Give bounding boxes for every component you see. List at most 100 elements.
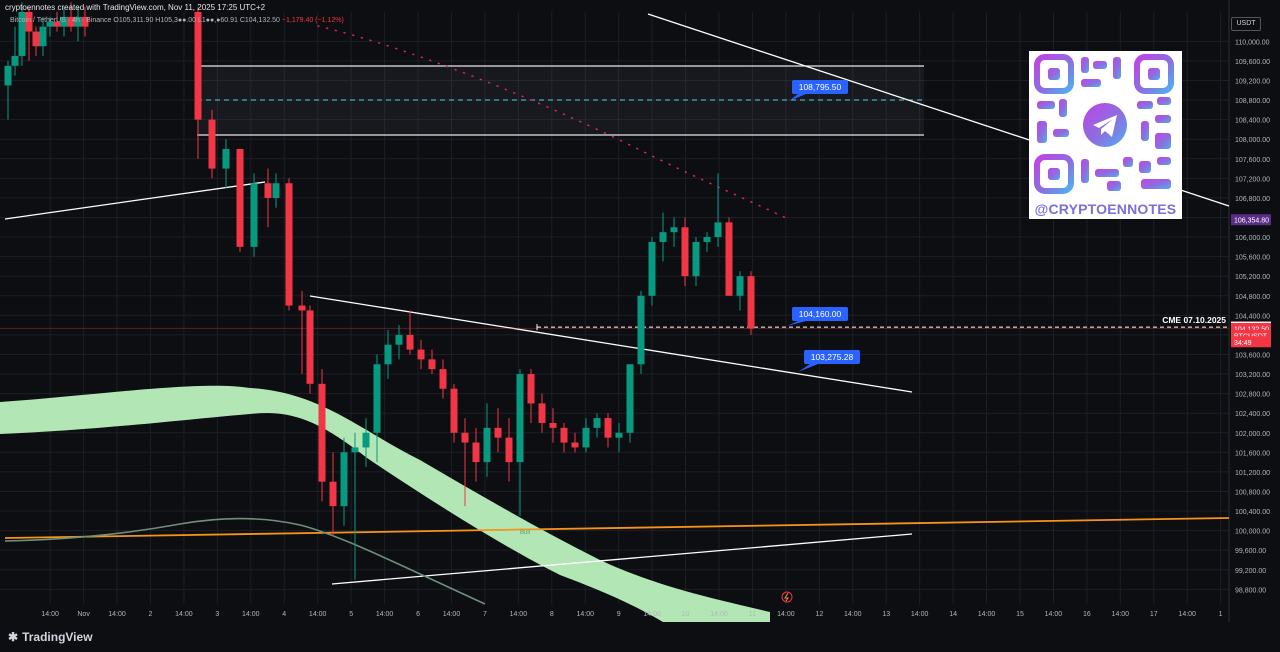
candle[interactable] <box>725 217 733 296</box>
candle-body <box>725 222 733 296</box>
candle[interactable] <box>472 427 480 482</box>
candle[interactable] <box>714 173 722 247</box>
candle-body <box>736 276 744 296</box>
candle[interactable] <box>264 168 272 228</box>
price-badge-box <box>1231 214 1271 226</box>
candle-body <box>32 31 40 47</box>
time-tick-label: 13 <box>882 611 890 618</box>
candle[interactable] <box>637 290 645 375</box>
candle[interactable] <box>18 2 26 66</box>
candle-body <box>549 422 557 428</box>
candle[interactable] <box>549 408 557 443</box>
tradingview-brand[interactable]: ✱ TradingView <box>8 630 93 644</box>
candle[interactable] <box>351 432 359 580</box>
price-tick-label: 107,600.00 <box>1235 157 1270 164</box>
candle[interactable] <box>318 369 326 502</box>
candle[interactable] <box>11 26 19 76</box>
candle[interactable] <box>329 452 337 536</box>
candle[interactable] <box>560 422 568 453</box>
candle[interactable] <box>615 422 623 453</box>
candle[interactable] <box>736 271 744 311</box>
candle[interactable] <box>670 217 678 247</box>
candle[interactable] <box>340 437 348 526</box>
price-badge-label: 106,354.80 <box>1234 218 1269 225</box>
candle[interactable] <box>39 16 47 57</box>
candle[interactable] <box>516 369 524 516</box>
candle[interactable] <box>626 364 634 443</box>
label-108795[interactable]: 108,795.50 <box>789 80 848 101</box>
candle[interactable] <box>208 109 216 179</box>
label-103275[interactable]: 103,275.28 <box>798 350 860 372</box>
candle[interactable] <box>571 432 579 453</box>
price-tick-label: 108,400.00 <box>1235 118 1270 125</box>
candle[interactable] <box>222 139 230 189</box>
candle[interactable] <box>53 12 61 32</box>
candle[interactable] <box>527 369 535 423</box>
candle[interactable] <box>593 413 601 438</box>
candle[interactable] <box>703 232 711 252</box>
time-tick-label: 14:00 <box>576 611 594 618</box>
price-tick-label: 101,600.00 <box>1235 450 1270 457</box>
candle[interactable] <box>461 418 469 507</box>
candle[interactable] <box>483 403 491 477</box>
label-103275-pointer <box>798 364 818 372</box>
footer-bar: ✱ TradingView <box>0 622 1280 652</box>
price-axis[interactable]: 110,000.00 109,600.00 109,200.00 108,800.00… <box>1231 39 1271 594</box>
time-axis[interactable]: 14:00 Nov 14:00 2 14:00 3 14:00 4 14:00 5 14:00 6 14… <box>41 611 1222 618</box>
candles[interactable] <box>4 2 755 580</box>
trend-line-left <box>4 181 266 220</box>
cme-gap-label: CME 07.10.2025 <box>1162 315 1226 325</box>
candle[interactable] <box>46 16 54 37</box>
label-104160[interactable]: 104,160.00 <box>787 307 848 326</box>
candle[interactable] <box>747 271 755 335</box>
candle[interactable] <box>74 7 82 42</box>
time-tick-label: 14:00 <box>443 611 461 618</box>
candle[interactable] <box>60 7 68 37</box>
time-tick-label: 14:00 <box>510 611 528 618</box>
candle[interactable] <box>681 217 689 286</box>
candle[interactable] <box>81 7 89 37</box>
candle[interactable] <box>538 393 546 433</box>
ascending-support-line <box>331 533 913 585</box>
candle[interactable] <box>236 148 244 252</box>
candle-body <box>318 383 326 482</box>
candle[interactable] <box>494 408 502 453</box>
candle[interactable] <box>194 7 202 159</box>
candle[interactable] <box>604 413 612 448</box>
candle[interactable] <box>285 178 293 311</box>
candle[interactable] <box>648 237 656 306</box>
candle[interactable] <box>67 2 75 32</box>
price-tick-label: 102,800.00 <box>1235 392 1270 399</box>
lightning-marker[interactable] <box>781 591 793 603</box>
candle[interactable] <box>4 60 12 120</box>
qr-code-watermark: @CRYPTOENNOTES <box>1029 51 1182 219</box>
time-tick-label: 8 <box>550 611 554 618</box>
candle[interactable] <box>406 310 414 355</box>
candle[interactable] <box>659 212 667 262</box>
price-badge-box <box>1231 336 1271 348</box>
candle[interactable] <box>395 325 403 360</box>
candle[interactable] <box>428 349 436 375</box>
candle[interactable] <box>362 418 370 468</box>
candle[interactable] <box>373 354 381 463</box>
candle[interactable] <box>306 305 314 394</box>
currency-badge[interactable]: USDT <box>1231 17 1261 31</box>
candle-body <box>461 432 469 443</box>
candle-body <box>714 222 722 238</box>
candle-body <box>406 334 414 350</box>
candle[interactable] <box>32 26 40 57</box>
candle[interactable] <box>582 418 590 453</box>
candle[interactable] <box>250 173 258 257</box>
brand-name: TradingView <box>22 630 93 644</box>
candle[interactable] <box>384 330 392 379</box>
candle[interactable] <box>417 339 425 370</box>
candle[interactable] <box>439 359 447 399</box>
candle-body <box>39 26 47 47</box>
symbol-legend[interactable]: Bitcoin / TetherUS · 4h · Binance O105,3… <box>10 17 344 24</box>
candle[interactable] <box>692 237 700 286</box>
candle[interactable] <box>505 418 513 482</box>
candle[interactable] <box>272 173 280 208</box>
candle[interactable] <box>25 7 33 61</box>
candle[interactable] <box>450 383 458 443</box>
candle[interactable] <box>298 290 306 375</box>
